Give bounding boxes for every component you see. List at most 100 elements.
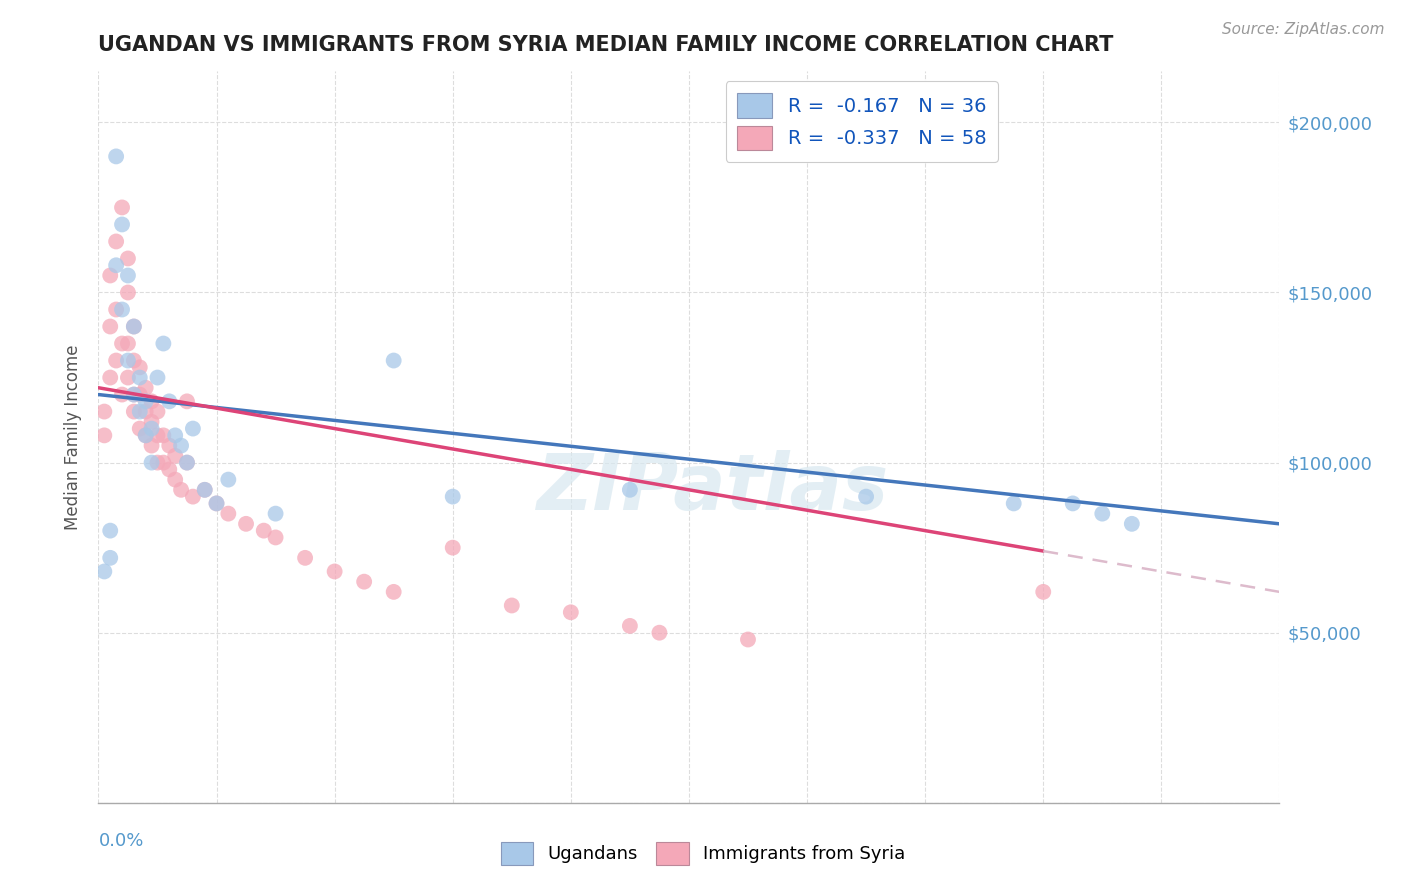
Point bbox=[122, 387, 145, 401]
Point bbox=[141, 394, 163, 409]
Point bbox=[157, 439, 180, 453]
Point bbox=[117, 336, 139, 351]
Point bbox=[441, 541, 464, 555]
Point bbox=[122, 319, 145, 334]
Point bbox=[253, 524, 276, 538]
Point bbox=[135, 404, 157, 418]
Point bbox=[105, 235, 128, 249]
Point bbox=[135, 394, 157, 409]
Point bbox=[165, 428, 187, 442]
Point bbox=[135, 428, 157, 442]
Point bbox=[737, 632, 759, 647]
Point bbox=[98, 268, 121, 283]
Point bbox=[93, 404, 115, 418]
Point bbox=[170, 483, 193, 497]
Point bbox=[1121, 516, 1143, 531]
Point bbox=[1032, 585, 1054, 599]
Text: 0.0%: 0.0% bbox=[98, 832, 143, 850]
Point bbox=[117, 370, 139, 384]
Point bbox=[235, 516, 257, 531]
Text: UGANDAN VS IMMIGRANTS FROM SYRIA MEDIAN FAMILY INCOME CORRELATION CHART: UGANDAN VS IMMIGRANTS FROM SYRIA MEDIAN … bbox=[98, 35, 1114, 54]
Point bbox=[382, 353, 405, 368]
Point bbox=[146, 370, 169, 384]
Point bbox=[205, 496, 228, 510]
Point bbox=[128, 360, 150, 375]
Point bbox=[176, 456, 198, 470]
Point bbox=[648, 625, 671, 640]
Point bbox=[128, 404, 150, 418]
Legend: Ugandans, Immigrants from Syria: Ugandans, Immigrants from Syria bbox=[494, 835, 912, 872]
Point bbox=[157, 462, 180, 476]
Point bbox=[152, 336, 174, 351]
Legend: R =  -0.167   N = 36, R =  -0.337   N = 58: R = -0.167 N = 36, R = -0.337 N = 58 bbox=[725, 81, 998, 162]
Point bbox=[141, 421, 163, 435]
Point bbox=[176, 394, 198, 409]
Point bbox=[98, 550, 121, 565]
Point bbox=[111, 387, 134, 401]
Point bbox=[165, 449, 187, 463]
Point bbox=[93, 565, 115, 579]
Point bbox=[441, 490, 464, 504]
Point bbox=[194, 483, 217, 497]
Point bbox=[855, 490, 877, 504]
Point bbox=[294, 550, 316, 565]
Point bbox=[146, 456, 169, 470]
Point bbox=[141, 456, 163, 470]
Point bbox=[146, 428, 169, 442]
Point bbox=[117, 353, 139, 368]
Point bbox=[122, 353, 145, 368]
Point bbox=[146, 404, 169, 418]
Point bbox=[560, 605, 582, 619]
Point bbox=[141, 415, 163, 429]
Point bbox=[619, 483, 641, 497]
Point bbox=[157, 394, 180, 409]
Point bbox=[176, 456, 198, 470]
Point bbox=[111, 302, 134, 317]
Point bbox=[117, 268, 139, 283]
Point bbox=[165, 473, 187, 487]
Point bbox=[98, 319, 121, 334]
Point bbox=[501, 599, 523, 613]
Point bbox=[152, 428, 174, 442]
Point bbox=[353, 574, 375, 589]
Point bbox=[264, 531, 287, 545]
Point bbox=[170, 439, 193, 453]
Point bbox=[1062, 496, 1084, 510]
Point bbox=[105, 258, 128, 272]
Point bbox=[105, 149, 128, 163]
Y-axis label: Median Family Income: Median Family Income bbox=[65, 344, 83, 530]
Text: Source: ZipAtlas.com: Source: ZipAtlas.com bbox=[1222, 22, 1385, 37]
Point bbox=[141, 439, 163, 453]
Point bbox=[323, 565, 346, 579]
Text: ZIPatlas: ZIPatlas bbox=[537, 450, 889, 526]
Point bbox=[264, 507, 287, 521]
Point bbox=[217, 507, 239, 521]
Point bbox=[117, 285, 139, 300]
Point bbox=[98, 370, 121, 384]
Point bbox=[1091, 507, 1114, 521]
Point bbox=[122, 404, 145, 418]
Point bbox=[135, 381, 157, 395]
Point bbox=[135, 428, 157, 442]
Point bbox=[128, 370, 150, 384]
Point bbox=[205, 496, 228, 510]
Point bbox=[181, 421, 204, 435]
Point bbox=[105, 353, 128, 368]
Point bbox=[382, 585, 405, 599]
Point bbox=[128, 421, 150, 435]
Point bbox=[122, 387, 145, 401]
Point bbox=[152, 456, 174, 470]
Point bbox=[194, 483, 217, 497]
Point bbox=[117, 252, 139, 266]
Point bbox=[111, 201, 134, 215]
Point bbox=[619, 619, 641, 633]
Point bbox=[122, 319, 145, 334]
Point bbox=[128, 387, 150, 401]
Point bbox=[1002, 496, 1025, 510]
Point bbox=[98, 524, 121, 538]
Point bbox=[93, 428, 115, 442]
Point bbox=[217, 473, 239, 487]
Point bbox=[181, 490, 204, 504]
Point bbox=[111, 218, 134, 232]
Point bbox=[111, 336, 134, 351]
